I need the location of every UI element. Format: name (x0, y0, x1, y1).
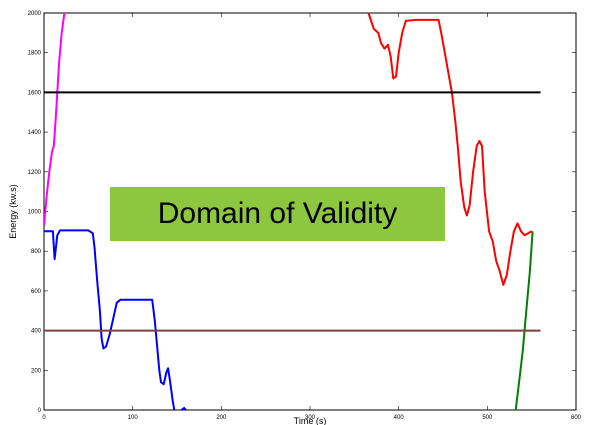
y-tick-label: 600 (31, 289, 42, 295)
y-axis: 0 200 400 600 800 1000 1200 1400 1600 1800 2000 (28, 11, 576, 414)
x-tick-label: 500 (482, 415, 493, 421)
y-tick-label: 1600 (28, 90, 42, 96)
series-line-2 (44, 229, 176, 411)
series-line-3 (367, 12, 533, 286)
x-axis: 0 100 200 300 400 500 600 (42, 13, 582, 421)
x-tick-label: 400 (394, 415, 405, 421)
y-tick-label: 1000 (28, 210, 42, 216)
x-tick-label: 300 (305, 415, 316, 421)
y-tick-label: 200 (31, 368, 42, 374)
y-tick-label: 800 (31, 249, 42, 255)
y-tick-label: 1400 (28, 130, 42, 136)
x-tick-label: 600 (571, 415, 582, 421)
series-line-1 (44, 12, 66, 226)
x-axis-label: Time (s) (294, 416, 327, 425)
x-tick-label: 200 (216, 415, 227, 421)
y-tick-label: 2000 (28, 11, 42, 17)
y-tick-label: 400 (31, 329, 42, 335)
annotation-text: Domain of Validity (157, 197, 398, 230)
y-tick-label: 0 (38, 408, 42, 414)
x-tick-label: 100 (128, 415, 139, 421)
y-tick-label: 1800 (28, 51, 42, 57)
y-tick-label: 1200 (28, 170, 42, 176)
domain-of-validity-annotation: Domain of Validity (110, 187, 445, 241)
x-tick-label: 0 (42, 415, 46, 421)
series-line-2-segment-1 (180, 406, 187, 411)
y-axis-label: Energy (kw.s) (8, 184, 18, 239)
